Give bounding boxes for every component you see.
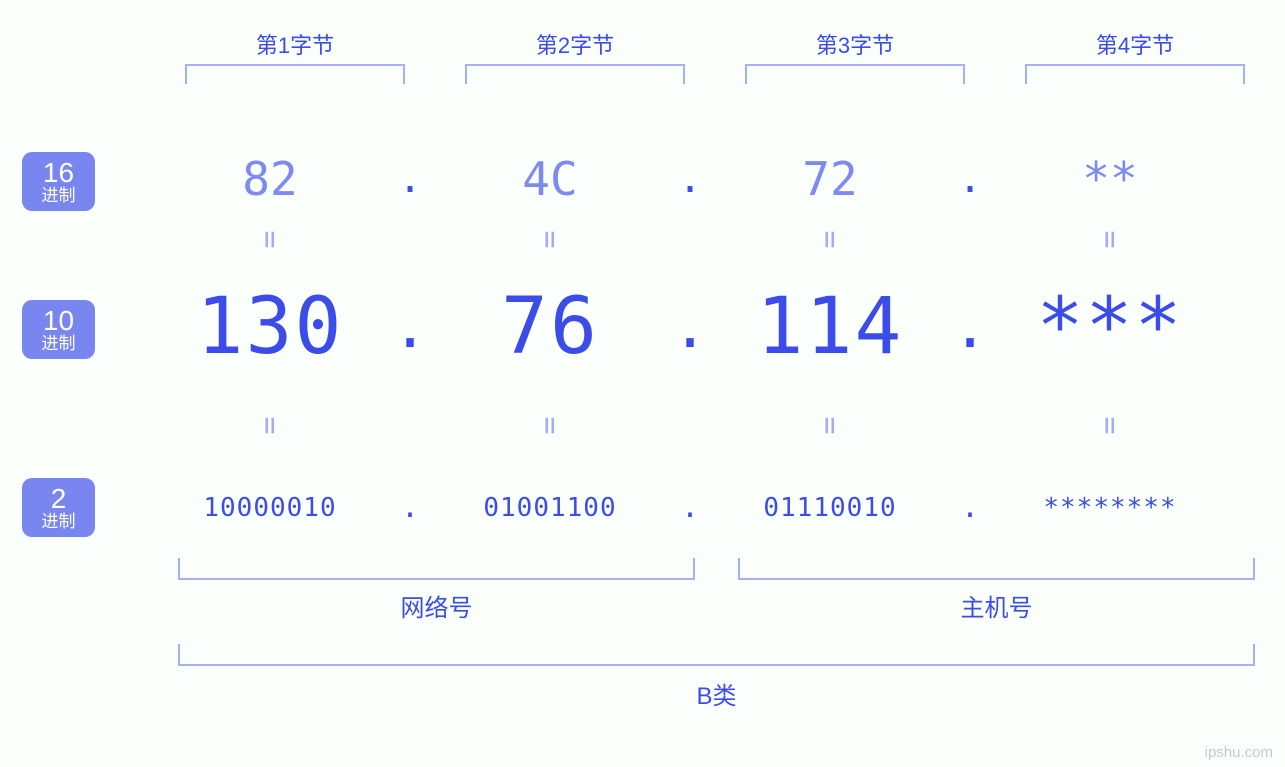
badge-dec-txt: 进制 — [22, 335, 95, 353]
eq-row-1: = = = = — [150, 222, 1265, 257]
dec-cell-1: 130 — [150, 282, 390, 372]
eq1-cell-4: = — [990, 222, 1230, 257]
eq2-cell-3: = — [710, 408, 950, 443]
host-label: 主机号 — [738, 588, 1255, 623]
network-bracket — [178, 558, 695, 580]
byte-header-2: 第2字节 — [455, 28, 695, 60]
watermark: ipshu.com — [1205, 744, 1273, 761]
class-bracket — [178, 644, 1255, 666]
byte-bracket-2 — [465, 64, 685, 84]
hex-row: 82 . 4C . 72 . ** — [150, 152, 1265, 206]
byte-header-3: 第3字节 — [735, 28, 975, 60]
eq1-cell-1: = — [150, 222, 390, 257]
badge-dec-num: 10 — [22, 306, 95, 335]
hex-dot-1: . — [390, 156, 430, 202]
byte-header-4: 第4字节 — [1015, 28, 1255, 60]
dec-dot-2: . — [670, 292, 710, 362]
dec-cell-3: 114 — [710, 282, 950, 372]
badge-hex-txt: 进制 — [22, 187, 95, 205]
bin-cell-1: 10000010 — [150, 493, 390, 523]
dec-dot-3: . — [950, 292, 990, 362]
badge-bin: 2 进制 — [22, 478, 95, 537]
host-bracket — [738, 558, 1255, 580]
dec-dot-1: . — [390, 292, 430, 362]
bin-cell-3: 01110010 — [710, 493, 950, 523]
badge-hex-num: 16 — [22, 158, 95, 187]
network-label: 网络号 — [178, 588, 695, 623]
hex-dot-2: . — [670, 156, 710, 202]
eq2-cell-2: = — [430, 408, 670, 443]
eq2-cell-4: = — [990, 408, 1230, 443]
bin-cell-4: ******** — [990, 493, 1230, 523]
eq-row-2: = = = = — [150, 408, 1265, 443]
class-label: B类 — [178, 676, 1255, 711]
dec-cell-2: 76 — [430, 282, 670, 372]
eq2-cell-1: = — [150, 408, 390, 443]
bin-dot-2: . — [670, 490, 710, 525]
byte-bracket-3 — [745, 64, 965, 84]
hex-cell-4: ** — [990, 152, 1230, 206]
hex-dot-3: . — [950, 156, 990, 202]
bin-dot-3: . — [950, 490, 990, 525]
bin-dot-1: . — [390, 490, 430, 525]
badge-hex: 16 进制 — [22, 152, 95, 211]
eq1-cell-3: = — [710, 222, 950, 257]
dec-cell-4: *** — [990, 282, 1230, 372]
badge-bin-num: 2 — [22, 484, 95, 513]
byte-bracket-4 — [1025, 64, 1245, 84]
bin-row: 10000010 . 01001100 . 01110010 . *******… — [150, 490, 1265, 525]
badge-dec: 10 进制 — [22, 300, 95, 359]
badge-bin-txt: 进制 — [22, 513, 95, 531]
byte-bracket-1 — [185, 64, 405, 84]
hex-cell-2: 4C — [430, 152, 670, 206]
byte-header-1: 第1字节 — [175, 28, 415, 60]
dec-row: 130 . 76 . 114 . *** — [150, 282, 1265, 372]
eq1-cell-2: = — [430, 222, 670, 257]
hex-cell-3: 72 — [710, 152, 950, 206]
hex-cell-1: 82 — [150, 152, 390, 206]
bin-cell-2: 01001100 — [430, 493, 670, 523]
